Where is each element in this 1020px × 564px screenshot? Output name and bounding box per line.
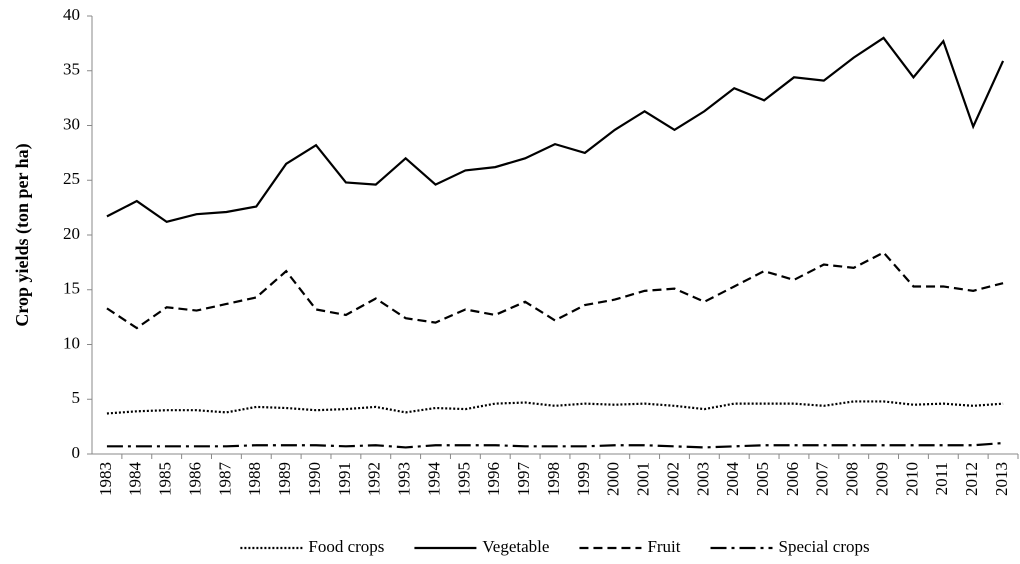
x-tick-label: 1998 — [544, 462, 563, 496]
legend-label: Food crops — [308, 537, 384, 556]
x-tick-label: 2001 — [634, 462, 653, 496]
x-tick-label: 1985 — [156, 462, 175, 496]
series-line — [106, 400, 1004, 415]
x-tick-label: 1993 — [395, 462, 414, 496]
x-tick-label: 1997 — [514, 462, 533, 497]
x-tick-label: 2010 — [902, 462, 921, 496]
series-line — [106, 36, 1005, 224]
x-tick-label: 1984 — [126, 462, 145, 497]
x-tick-label: 2008 — [843, 462, 862, 496]
x-tick-label: 2007 — [813, 462, 832, 497]
series-line — [106, 441, 1004, 449]
x-tick-label: 2003 — [693, 462, 712, 496]
x-tick-label: 2006 — [783, 462, 802, 496]
y-tick-label: 35 — [63, 60, 80, 79]
x-tick-label: 2005 — [753, 462, 772, 496]
x-tick-label: 1983 — [96, 462, 115, 496]
x-tick-label: 1986 — [185, 462, 204, 496]
x-tick-label: 2013 — [992, 462, 1011, 496]
x-tick-label: 1994 — [424, 462, 443, 497]
x-tick-label: 2012 — [962, 462, 981, 496]
y-tick-label: 10 — [63, 333, 80, 352]
x-tick-label: 1995 — [454, 462, 473, 496]
y-tick-label: 5 — [72, 388, 81, 407]
y-tick-label: 15 — [63, 279, 80, 298]
x-tick-label: 1992 — [365, 462, 384, 496]
x-tick-label: 2004 — [723, 462, 742, 497]
y-axis-label: Crop yields (ton per ha) — [12, 143, 33, 326]
y-tick-label: 25 — [63, 169, 80, 188]
x-tick-label: 2011 — [932, 462, 951, 495]
legend-label: Special crops — [779, 537, 870, 556]
x-tick-label: 2009 — [872, 462, 891, 496]
legend-label: Fruit — [647, 537, 680, 556]
legend-label: Vegetable — [482, 537, 549, 556]
x-tick-label: 1999 — [574, 462, 593, 496]
x-tick-label: 2002 — [663, 462, 682, 496]
y-tick-label: 30 — [63, 114, 80, 133]
x-tick-label: 1987 — [215, 462, 234, 497]
x-tick-label: 1996 — [484, 462, 503, 496]
x-tick-label: 1989 — [275, 462, 294, 496]
x-tick-label: 1991 — [335, 462, 354, 496]
series-line — [106, 251, 1004, 330]
y-tick-label: 20 — [63, 224, 80, 243]
y-tick-label: 40 — [63, 5, 80, 24]
x-tick-label: 1990 — [305, 462, 324, 496]
x-tick-label: 1988 — [245, 462, 264, 496]
x-tick-label: 2000 — [604, 462, 623, 496]
y-tick-label: 0 — [72, 443, 81, 462]
